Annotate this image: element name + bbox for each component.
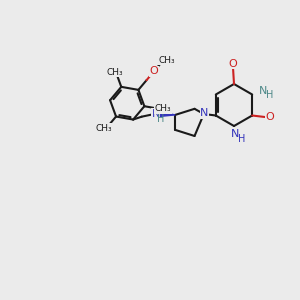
Text: CH₃: CH₃ [155,104,171,113]
Text: N: N [231,129,240,140]
Text: CH₃: CH₃ [158,56,175,65]
Text: O: O [149,67,158,76]
Text: N: N [259,86,267,96]
Text: O: O [266,112,274,122]
Text: H: H [266,90,273,100]
Text: CH₃: CH₃ [96,124,112,133]
Text: CH₃: CH₃ [106,68,123,77]
Text: H: H [238,134,245,144]
Text: O: O [229,58,238,69]
Text: N: N [152,109,160,119]
Text: N: N [200,108,208,118]
Text: H: H [157,114,164,124]
Polygon shape [160,112,175,116]
